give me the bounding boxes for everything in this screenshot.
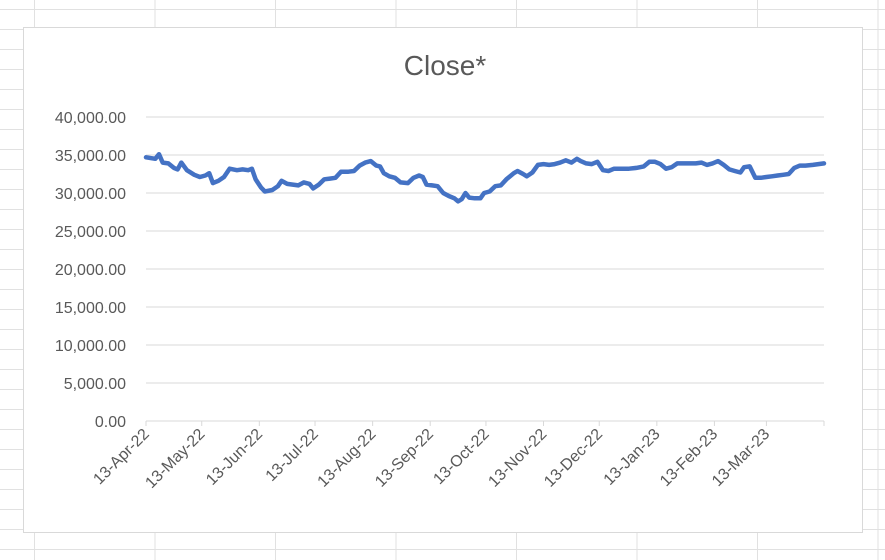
chart-title: Close* xyxy=(404,50,487,81)
x-tick-label: 13-Dec-22 xyxy=(541,426,606,491)
series-group xyxy=(143,151,827,204)
y-tick-label: 30,000.00 xyxy=(55,186,126,203)
y-tick-label: 40,000.00 xyxy=(55,110,126,127)
line-chart: Close* 0.00 5,000.00 10,000.00 15,000.00 20,… xyxy=(55,50,827,492)
x-tick-label: 13-Aug-22 xyxy=(315,426,380,491)
x-tick-label: 13-Oct-22 xyxy=(430,426,492,488)
y-axis: 0.00 5,000.00 10,000.00 15,000.00 20,000.00 2… xyxy=(55,110,126,431)
x-tick-label: 13-Jan-23 xyxy=(601,426,664,489)
x-axis: 13-Apr-2213-May-2213-Jun-2213-Jul-2213-A… xyxy=(90,420,825,492)
y-tick-label: 5,000.00 xyxy=(64,376,126,393)
x-tick-label: 13-Nov-22 xyxy=(485,426,550,491)
series-line-close xyxy=(143,151,827,204)
y-tick-label: 0.00 xyxy=(95,414,126,431)
y-tick-label: 20,000.00 xyxy=(55,262,126,279)
y-tick-label: 10,000.00 xyxy=(55,338,126,355)
x-tick-label: 13-May-22 xyxy=(142,426,208,492)
x-tick-label: 13-Sep-22 xyxy=(372,426,437,491)
y-tick-label: 25,000.00 xyxy=(55,224,126,241)
chart-area[interactable]: Close* 0.00 5,000.00 10,000.00 15,000.00 20,… xyxy=(23,27,863,533)
x-tick-label: 13-Jul-22 xyxy=(263,426,322,485)
x-tick-label: 13-Jun-22 xyxy=(203,426,266,489)
y-tick-label: 35,000.00 xyxy=(55,148,126,165)
y-tick-label: 15,000.00 xyxy=(55,300,126,317)
